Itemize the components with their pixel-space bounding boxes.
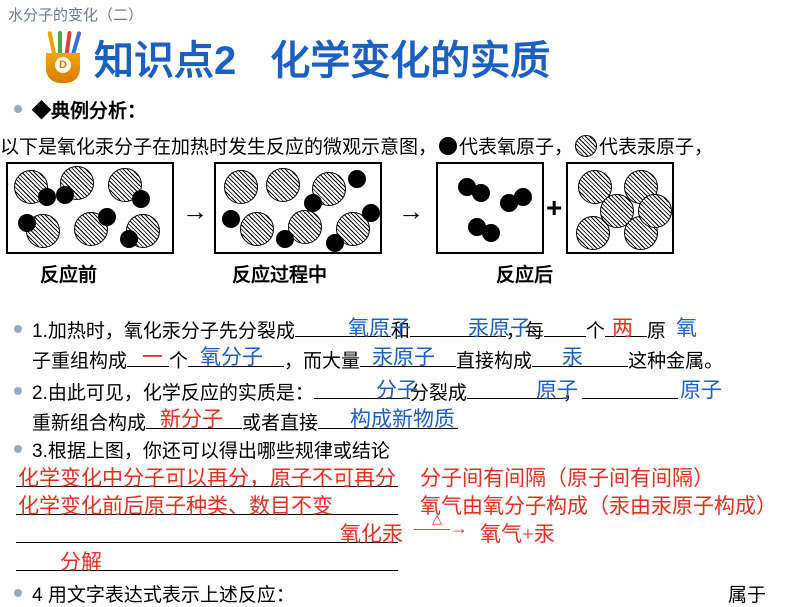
eq-right: 氧气+汞	[480, 518, 555, 548]
question-4: 4 用文字表达式表示上述反应：	[14, 580, 295, 607]
q1-text: 个	[586, 321, 605, 342]
ans-oxygen-molecule: 氧分子	[200, 341, 263, 371]
ans-two: 两	[612, 312, 633, 342]
bullet-icon	[14, 105, 22, 113]
q1-text: 原	[647, 321, 666, 342]
eq-left: 氧化汞	[340, 518, 403, 548]
ans-mercury-atom-2: 汞原子	[372, 341, 435, 371]
panel-after-a	[436, 162, 544, 254]
intro-text-b: 代表氧原子，	[459, 132, 573, 159]
rule-3: 化学变化前后原子种类、数目不变	[18, 490, 333, 520]
ans-mercury: 汞	[562, 341, 583, 371]
q2-text: 2.由此可见，化学反应的实质是：	[32, 383, 314, 404]
ans-new-molecule: 新分子	[160, 403, 223, 433]
q1-text: 子重组构成	[32, 351, 127, 372]
q4-text: 4 用文字表达式表示上述反应：	[32, 580, 295, 607]
example-label: ◆典例分析：	[32, 96, 146, 123]
q2-text: 重新组合构成	[32, 413, 146, 434]
ans-one: 一	[142, 341, 163, 371]
title-main: 化学变化的实质	[270, 28, 550, 86]
rule-2: 分子间有间隔（原子间有间隔）	[420, 462, 714, 492]
example-heading: ◆典例分析：	[14, 96, 146, 123]
panel-after-b	[566, 162, 674, 254]
bullet-icon	[14, 325, 22, 333]
ans-mercury-atom: 汞原子	[468, 312, 531, 342]
rule-4: 氧气由氧分子构成（汞由汞原子构成）	[420, 490, 777, 520]
ans-oxygen: 氧	[676, 312, 697, 342]
q1-text: 1.加热时，氧化汞分子先分裂成	[32, 321, 295, 342]
panel-process	[214, 162, 382, 254]
ans-molecule: 分子	[376, 374, 418, 404]
q1-text: 个	[169, 351, 188, 372]
arrow-icon: →	[182, 196, 208, 227]
caption-before: 反应前	[40, 260, 97, 287]
rule-1: 化学变化中分子可以再分，原子不可再分	[18, 462, 396, 492]
pencil-cup-icon	[40, 31, 86, 83]
ans-form-substance: 构成新物质	[350, 403, 455, 433]
question-3: 3.根据上图，你还可以得出哪些规律或结论	[14, 436, 390, 463]
arrow-icon: →	[398, 196, 424, 227]
q2-text: 分裂成	[410, 383, 467, 404]
q4-tail: 属于	[728, 580, 766, 607]
q1-text: ，而大量	[284, 351, 360, 372]
caption-process: 反应过程中	[232, 260, 327, 287]
hatched-atom-icon	[575, 135, 597, 157]
intro-text-c: 代表汞原子，	[599, 132, 713, 159]
q3-text: 3.根据上图，你还可以得出哪些规律或结论	[32, 436, 390, 463]
title-row: 知识点2 化学变化的实质	[40, 28, 550, 86]
page-top-label: 水分子的变化（二）	[8, 4, 143, 25]
ans-atom: 原子	[536, 374, 578, 404]
solid-atom-icon	[439, 137, 457, 155]
caption-after: 反应后	[496, 260, 553, 287]
ans-atom-2: 原子	[680, 374, 722, 404]
eq-triangle-icon: △	[432, 511, 442, 527]
ans-oxygen-atom: 氧原子	[348, 312, 411, 342]
plus-icon: +	[546, 192, 562, 224]
ans-reaction-type: 分解	[60, 546, 102, 576]
intro-text-a: 以下是氧化汞分子在加热时发生反应的微观示意图，	[0, 132, 437, 159]
intro-line: 以下是氧化汞分子在加热时发生反应的微观示意图， 代表氧原子， 代表汞原子，	[0, 132, 713, 159]
q1-text: 直接构成	[456, 351, 532, 372]
bullet-icon	[14, 445, 22, 453]
title-knowledge: 知识点2	[94, 28, 236, 86]
q1-text: 这种金属。	[628, 351, 723, 372]
q2-text: 或者直接	[242, 413, 318, 434]
reaction-diagram: → → +	[6, 162, 788, 278]
bullet-icon	[14, 387, 22, 395]
panel-before	[6, 162, 174, 254]
